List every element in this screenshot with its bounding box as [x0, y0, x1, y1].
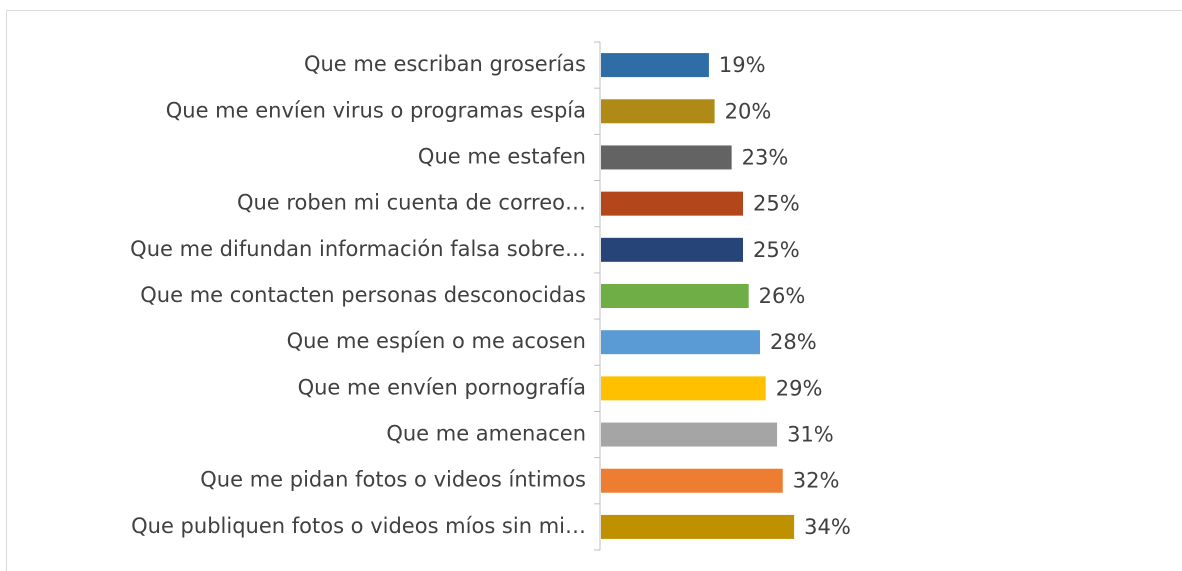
- bar: [601, 237, 743, 262]
- value-label: 28%: [770, 330, 817, 354]
- value-label: 26%: [759, 284, 806, 308]
- bar: [601, 99, 715, 124]
- bar: [601, 191, 743, 216]
- value-label: 25%: [753, 192, 800, 216]
- y-tick-label: Que me amenacen: [386, 422, 586, 446]
- value-label: 34%: [804, 515, 851, 539]
- bar: [601, 468, 783, 493]
- value-label: 31%: [787, 423, 834, 447]
- value-label: 32%: [793, 469, 840, 493]
- y-tick-label: Que me escriban groserías: [304, 52, 586, 76]
- bar: [601, 422, 778, 447]
- y-tick-label: Que roben mi cuenta de correo…: [237, 191, 586, 215]
- bar: [601, 376, 766, 401]
- bar: [601, 330, 761, 355]
- y-tick-label: Que me contacten personas desconocidas: [140, 283, 586, 307]
- y-tick-label: Que me pidan fotos o videos íntimos: [200, 468, 586, 492]
- y-tick-label: Que me difundan información falsa sobre…: [130, 237, 586, 261]
- value-label: 29%: [776, 376, 823, 400]
- chart-frame: [6, 10, 1182, 571]
- value-label: 20%: [725, 99, 772, 123]
- value-label: 23%: [742, 145, 789, 169]
- bar: [601, 514, 795, 539]
- y-tick-label: Que publiquen fotos o videos míos sin mi…: [131, 514, 586, 538]
- y-tick-label: Que me envíen virus o programas espía: [166, 98, 586, 122]
- bar: [601, 53, 709, 78]
- bar: [601, 145, 732, 170]
- value-label: 25%: [753, 238, 800, 262]
- bar: [601, 284, 749, 308]
- y-tick-label: Que me espíen o me acosen: [287, 329, 586, 353]
- value-label: 19%: [719, 53, 766, 77]
- y-tick-label: Que me estafen: [418, 144, 586, 168]
- y-tick-label: Que me envíen pornografía: [298, 375, 586, 399]
